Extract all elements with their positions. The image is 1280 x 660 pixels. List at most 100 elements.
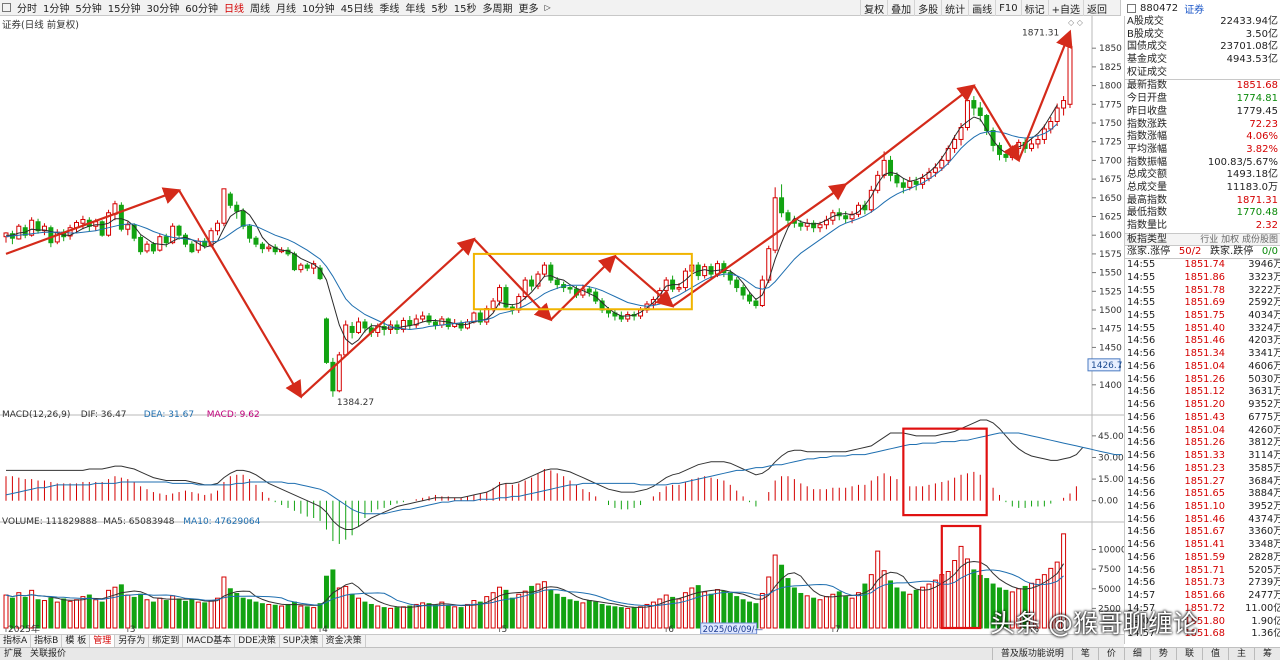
consolidation-box [472,252,693,311]
tick-volume: 4374万 [1248,513,1280,525]
indicator-tab[interactable]: 管理 [90,635,116,647]
period-tab[interactable]: 5秒 [431,4,448,15]
indicator-tab[interactable]: SUP决策 [280,635,323,647]
volume-bar [144,599,150,629]
volume-bar [484,596,490,629]
indicator-tab[interactable]: MACD基本 [183,635,236,647]
period-tab[interactable]: 30分钟 [146,4,180,15]
tick-volume: 3323万 [1248,271,1280,283]
volume-bar [1035,578,1041,629]
volume-bar [779,564,785,629]
indicator-tab[interactable]: 资金决策 [323,635,366,647]
tick-price: 1851.43 [1184,411,1225,423]
board-tabs[interactable]: 行业 加权 成份股图 [1200,234,1278,245]
status-right-button[interactable]: 值 [1201,648,1228,660]
kline-chart[interactable]: 1400142514501475150015251550157516001625… [0,16,1124,634]
status-right-button[interactable]: 笔 [1071,648,1098,660]
period-tab[interactable]: 60分钟 [185,4,218,15]
toolbar-button[interactable]: 复权 [860,0,887,16]
candle-body [420,315,426,320]
candle-body [913,180,919,185]
chevron-right-icon[interactable]: ▷ [544,3,551,12]
indicator-tab[interactable]: 模 板 [62,635,91,647]
period-tab[interactable]: 周线 [249,4,270,15]
price-tick-label: 1550 [1099,269,1122,279]
candle-body [567,287,573,290]
volume-legend-value: MA10: 47629064 [183,517,260,527]
period-tab[interactable]: 季线 [379,4,400,15]
candle-body [221,188,227,224]
toolbar-button[interactable]: 叠加 [887,0,914,16]
volume-bar [439,601,445,629]
tick-time: 14:56 [1127,360,1156,372]
toolbar-checkbox-icon[interactable] [2,3,11,12]
period-tab[interactable]: 15分钟 [107,4,141,15]
period-tab[interactable]: 15秒 [453,4,477,15]
toolbar-button[interactable]: 多股 [914,0,941,16]
tick-volume: 2739万 [1248,577,1280,589]
candle-body [900,182,906,188]
status-right-button[interactable]: 势 [1149,648,1176,660]
toolbar-button[interactable]: 画线 [968,0,995,16]
tick-time: 14:56 [1127,335,1156,347]
candle-body [413,318,419,326]
volume-bar [1022,585,1028,629]
status-right-button[interactable]: 价 [1097,648,1124,660]
period-tab[interactable]: 年线 [405,4,426,15]
indicator-tab[interactable]: 指标A [0,635,32,647]
period-tab[interactable]: 45日线 [340,4,374,15]
period-tab[interactable]: 10分钟 [301,4,335,15]
candle-body [163,236,169,244]
period-tab[interactable]: 多周期 [482,4,513,15]
period-tab[interactable]: 5分钟 [75,4,102,15]
tick-price: 1851.71 [1184,564,1225,576]
indicator-tab[interactable]: 指标B [31,635,63,647]
status-right-button[interactable]: 细 [1123,648,1150,660]
status-left-item[interactable]: 关联报价 [30,649,67,659]
indicator-tab[interactable]: DDE决策 [235,635,280,647]
trend-arrow [614,255,675,308]
chart-tool-icons[interactable]: ◇ ◇ [1068,18,1083,27]
period-tab[interactable]: 更多 [518,4,539,15]
toolbar-button[interactable]: 标记 [1020,0,1048,16]
volume-tick-label: 7500 [1098,565,1121,575]
checkbox-icon[interactable] [1127,3,1136,13]
candle-body [497,287,503,302]
quote-label: 最高指数 [1127,194,1167,206]
trend-arrow [972,85,1020,163]
status-right-button[interactable]: 主 [1227,648,1254,660]
toolbar-button[interactable]: F10 [995,0,1020,16]
volume-bar [61,598,67,629]
toolbar-button[interactable]: 统计 [941,0,968,16]
tick-row: 14:55 1851.74 3946万 [1125,259,1280,272]
tick-row: 14:56 1851.43 6775万 [1125,412,1280,425]
period-tab[interactable]: 月线 [275,4,296,15]
volume-bar [804,595,810,629]
period-tab[interactable]: 分时 [17,4,37,15]
tick-time: 14:56 [1127,475,1156,487]
dea-line [5,432,1122,515]
period-tab[interactable]: 日线 [223,4,244,15]
period-tab[interactable]: 1分钟 [43,4,70,15]
toolbar-button[interactable]: +自选 [1047,0,1083,16]
status-left-item[interactable]: 扩展 [4,649,23,659]
security-code-box[interactable]: 880472 证券 [1120,0,1280,16]
indicator-tab[interactable]: 绑定到 [149,635,184,647]
candle-body [676,287,682,290]
volume-bar [291,601,297,629]
tick-time: 14:56 [1127,539,1156,551]
quote-label: 指数量比 [1127,220,1167,231]
volume-bar [48,597,54,629]
volume-bar [535,583,541,629]
indicator-tab[interactable]: 另存为 [115,635,150,647]
status-right-button[interactable]: 普及版功能说明 [991,648,1072,660]
volume-bar [580,602,586,629]
tick-list[interactable]: 14:55 1851.74 3946万 14:55 1851.86 3323万 14:55 1… [1125,258,1280,641]
toolbar-button[interactable]: 返回 [1083,0,1110,16]
volume-bar [240,597,246,629]
status-right-button[interactable]: 筹 [1253,648,1280,660]
candle-body [881,159,887,176]
volume-bar [336,587,342,629]
volume-bar [150,601,156,629]
status-right-button[interactable]: 联 [1175,648,1202,660]
